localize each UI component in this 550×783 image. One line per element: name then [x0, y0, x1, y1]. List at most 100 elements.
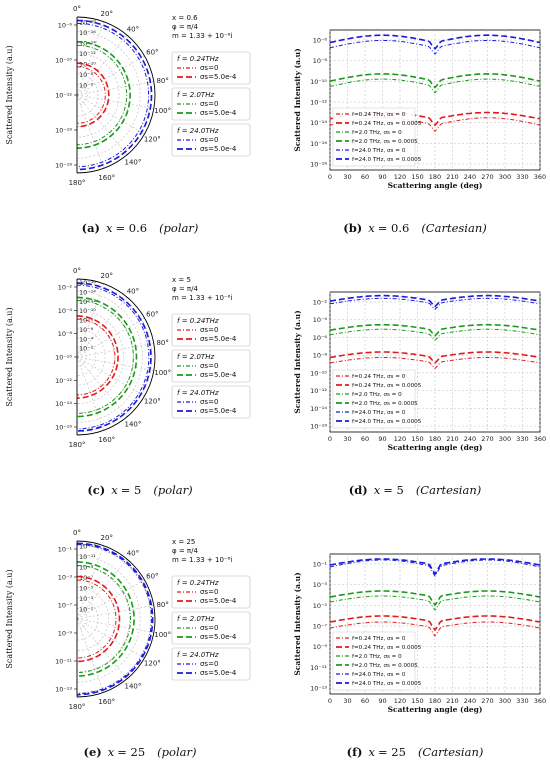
- cartesian-y-tick-label: 10⁻⁷: [313, 623, 328, 631]
- polar-legend-box: [171, 313, 251, 347]
- cartesian-legend-entry: f=24.0 THz, σs = 0: [352, 410, 406, 416]
- polar-chart: 10⁻¹ 10⁻³ 10⁻⁵ 10⁻⁷ 10⁻⁹ 10⁻¹¹ 10⁻¹³ 0° 20° 40° 60…: [5, 529, 251, 711]
- cartesian-legend-entry: f=24.0 THz, σs = 0: [352, 672, 406, 678]
- polar-series-curve: [76, 543, 152, 695]
- cartesian-x-tick-label: 30: [343, 697, 351, 705]
- polar-radial-tick-label: 10⁻¹²: [79, 50, 96, 58]
- polar-angle-label: 40°: [127, 25, 139, 33]
- polar-angle-label: 160°: [98, 698, 115, 706]
- polar-grid-ring: [76, 281, 153, 433]
- polar-axis-tick-label: 10⁻¹¹: [55, 658, 72, 666]
- caption-x-value: = 25: [117, 745, 145, 759]
- polar-grid-spoke: [76, 618, 104, 693]
- polar-radial-tick-label: 10⁻⁴: [79, 335, 94, 343]
- cartesian-y-tick-label: 10⁻¹⁴: [310, 119, 327, 127]
- polar-angle-label: 120°: [144, 398, 161, 406]
- polar-radial-tick-label: 10⁻²: [79, 345, 94, 353]
- caption-x-value: = 25: [378, 745, 406, 759]
- polar-angle-label: 80°: [156, 339, 168, 347]
- cartesian-x-tick-label: 150: [411, 697, 423, 705]
- caption-mode: (polar): [157, 745, 196, 759]
- cartesian-legend-box: [332, 631, 416, 691]
- polar-axis-tick-label: 10⁻⁷: [58, 602, 73, 610]
- cartesian-x-tick-label: 90: [378, 435, 386, 443]
- polar-angle-label: 0°: [73, 5, 81, 13]
- polar-grid-spoke: [76, 94, 145, 135]
- polar-legend-box: [171, 349, 251, 383]
- polar-grid-ring: [76, 566, 130, 672]
- cartesian-series-curve: [329, 73, 541, 89]
- caption-tag: (c): [87, 483, 105, 497]
- cartesian-x-tick-label: 60: [361, 173, 369, 181]
- polar-radial-tick-label: 10⁻⁶: [79, 81, 94, 89]
- cartesian-x-tick-label: 30: [343, 435, 351, 443]
- cartesian-x-tick-label: 210: [446, 697, 458, 705]
- polar-legend-box: [171, 51, 251, 85]
- cartesian-legend-entry: f=24.0 THz, σs = 0.0005: [352, 419, 422, 425]
- polar-grid-spoke: [76, 356, 104, 431]
- caption-x-value: = 5: [383, 483, 404, 497]
- cartesian-x-axis-label: Scattering angle (deg): [388, 181, 483, 190]
- cartesian-series-curve: [329, 34, 541, 51]
- cartesian-series-curve: [329, 357, 541, 370]
- polar-grid-ring: [76, 319, 115, 395]
- cartesian-series-curve: [329, 559, 541, 577]
- polar-axis-tick-label: 10⁻⁹: [58, 630, 73, 638]
- polar-legend-entry: σs=5.0e-4: [200, 73, 237, 81]
- cartesian-x-tick-label: 240: [464, 697, 476, 705]
- cartesian-series-curve: [329, 590, 541, 607]
- polar-legend-head: f = 2.0THz: [177, 353, 214, 361]
- polar-radial-tick-label: 10⁻¹⁶: [79, 29, 96, 37]
- polar-legend-box: [171, 87, 251, 121]
- polar-grid-spoke: [76, 81, 154, 96]
- polar-angle-label: 140°: [124, 159, 141, 167]
- polar-radial-tick-label: 10⁻¹⁰: [79, 307, 96, 315]
- caption-mode: (Cartesian): [416, 483, 481, 497]
- polar-grid-spoke: [76, 283, 104, 358]
- polar-outer-arc: [76, 278, 156, 436]
- polar-angle-label: 120°: [144, 136, 161, 144]
- cartesian-x-tick-label: 150: [411, 173, 423, 181]
- polar-grid-ring: [76, 52, 120, 138]
- subfigure-caption: (d) x = 5 (Cartesian): [349, 483, 481, 497]
- polar-legend-entry: σs=5.0e-4: [200, 145, 237, 153]
- polar-grid-spoke: [76, 618, 128, 679]
- cartesian-y-tick-label: 10⁻¹⁰: [310, 78, 327, 86]
- polar-outer-arc: [76, 16, 156, 174]
- cartesian-series-curve: [329, 615, 541, 632]
- polar-axis-tick-label: 10⁻¹⁴: [55, 400, 72, 408]
- cartesian-x-tick-label: 0: [328, 435, 332, 443]
- cartesian-legend-entry: f=24.0 THz, σs = 0.0005: [352, 157, 422, 163]
- cartesian-y-tick-label: 10⁻⁸: [313, 57, 328, 65]
- cartesian-x-tick-label: 0: [328, 173, 332, 181]
- cartesian-x-tick-label: 360: [534, 435, 546, 443]
- polar-grid-ring: [76, 608, 88, 630]
- polar-angle-label: 180°: [69, 703, 86, 711]
- cartesian-x-tick-label: 120: [394, 435, 406, 443]
- polar-legend-entry: σs=5.0e-4: [200, 407, 237, 415]
- param-x: x = 5: [172, 276, 191, 284]
- polar-legend-box: [171, 575, 251, 609]
- cartesian-x-tick-label: 210: [446, 173, 458, 181]
- cartesian-x-tick-label: 30: [343, 173, 351, 181]
- cartesian-x-tick-label: 360: [534, 173, 546, 181]
- polar-series-curve: [76, 575, 121, 663]
- cartesian-legend-box: [332, 107, 416, 167]
- cartesian-x-tick-label: 300: [499, 173, 511, 181]
- polar-legend-head: f = 0.24THz: [177, 55, 219, 63]
- polar-grid-spoke: [76, 545, 104, 620]
- polar-series-curve: [76, 579, 117, 659]
- polar-legend-head: f = 24.0THz: [177, 127, 219, 135]
- cartesian-legend-entry: f=0.24 THz, σs = 0.0005: [352, 121, 422, 127]
- polar-radial-tick-label: 10⁻⁸: [79, 71, 94, 79]
- polar-angle-label: 180°: [69, 179, 86, 187]
- cartesian-x-tick-label: 330: [516, 697, 528, 705]
- polar-chart: 10⁻⁶10⁻⁸10⁻¹⁰10⁻¹²10⁻¹⁴10⁻¹⁶10⁻¹⁸0°20°40…: [5, 5, 251, 187]
- polar-legend-entry: σs=0: [200, 100, 218, 108]
- polar-grid-ring: [76, 597, 99, 641]
- polar-grid-spoke: [76, 559, 128, 620]
- cartesian-series-curve: [329, 297, 541, 310]
- cartesian-y-tick-label: 10⁻¹³: [310, 685, 327, 693]
- polar-legend-entry: σs=5.0e-4: [200, 371, 237, 379]
